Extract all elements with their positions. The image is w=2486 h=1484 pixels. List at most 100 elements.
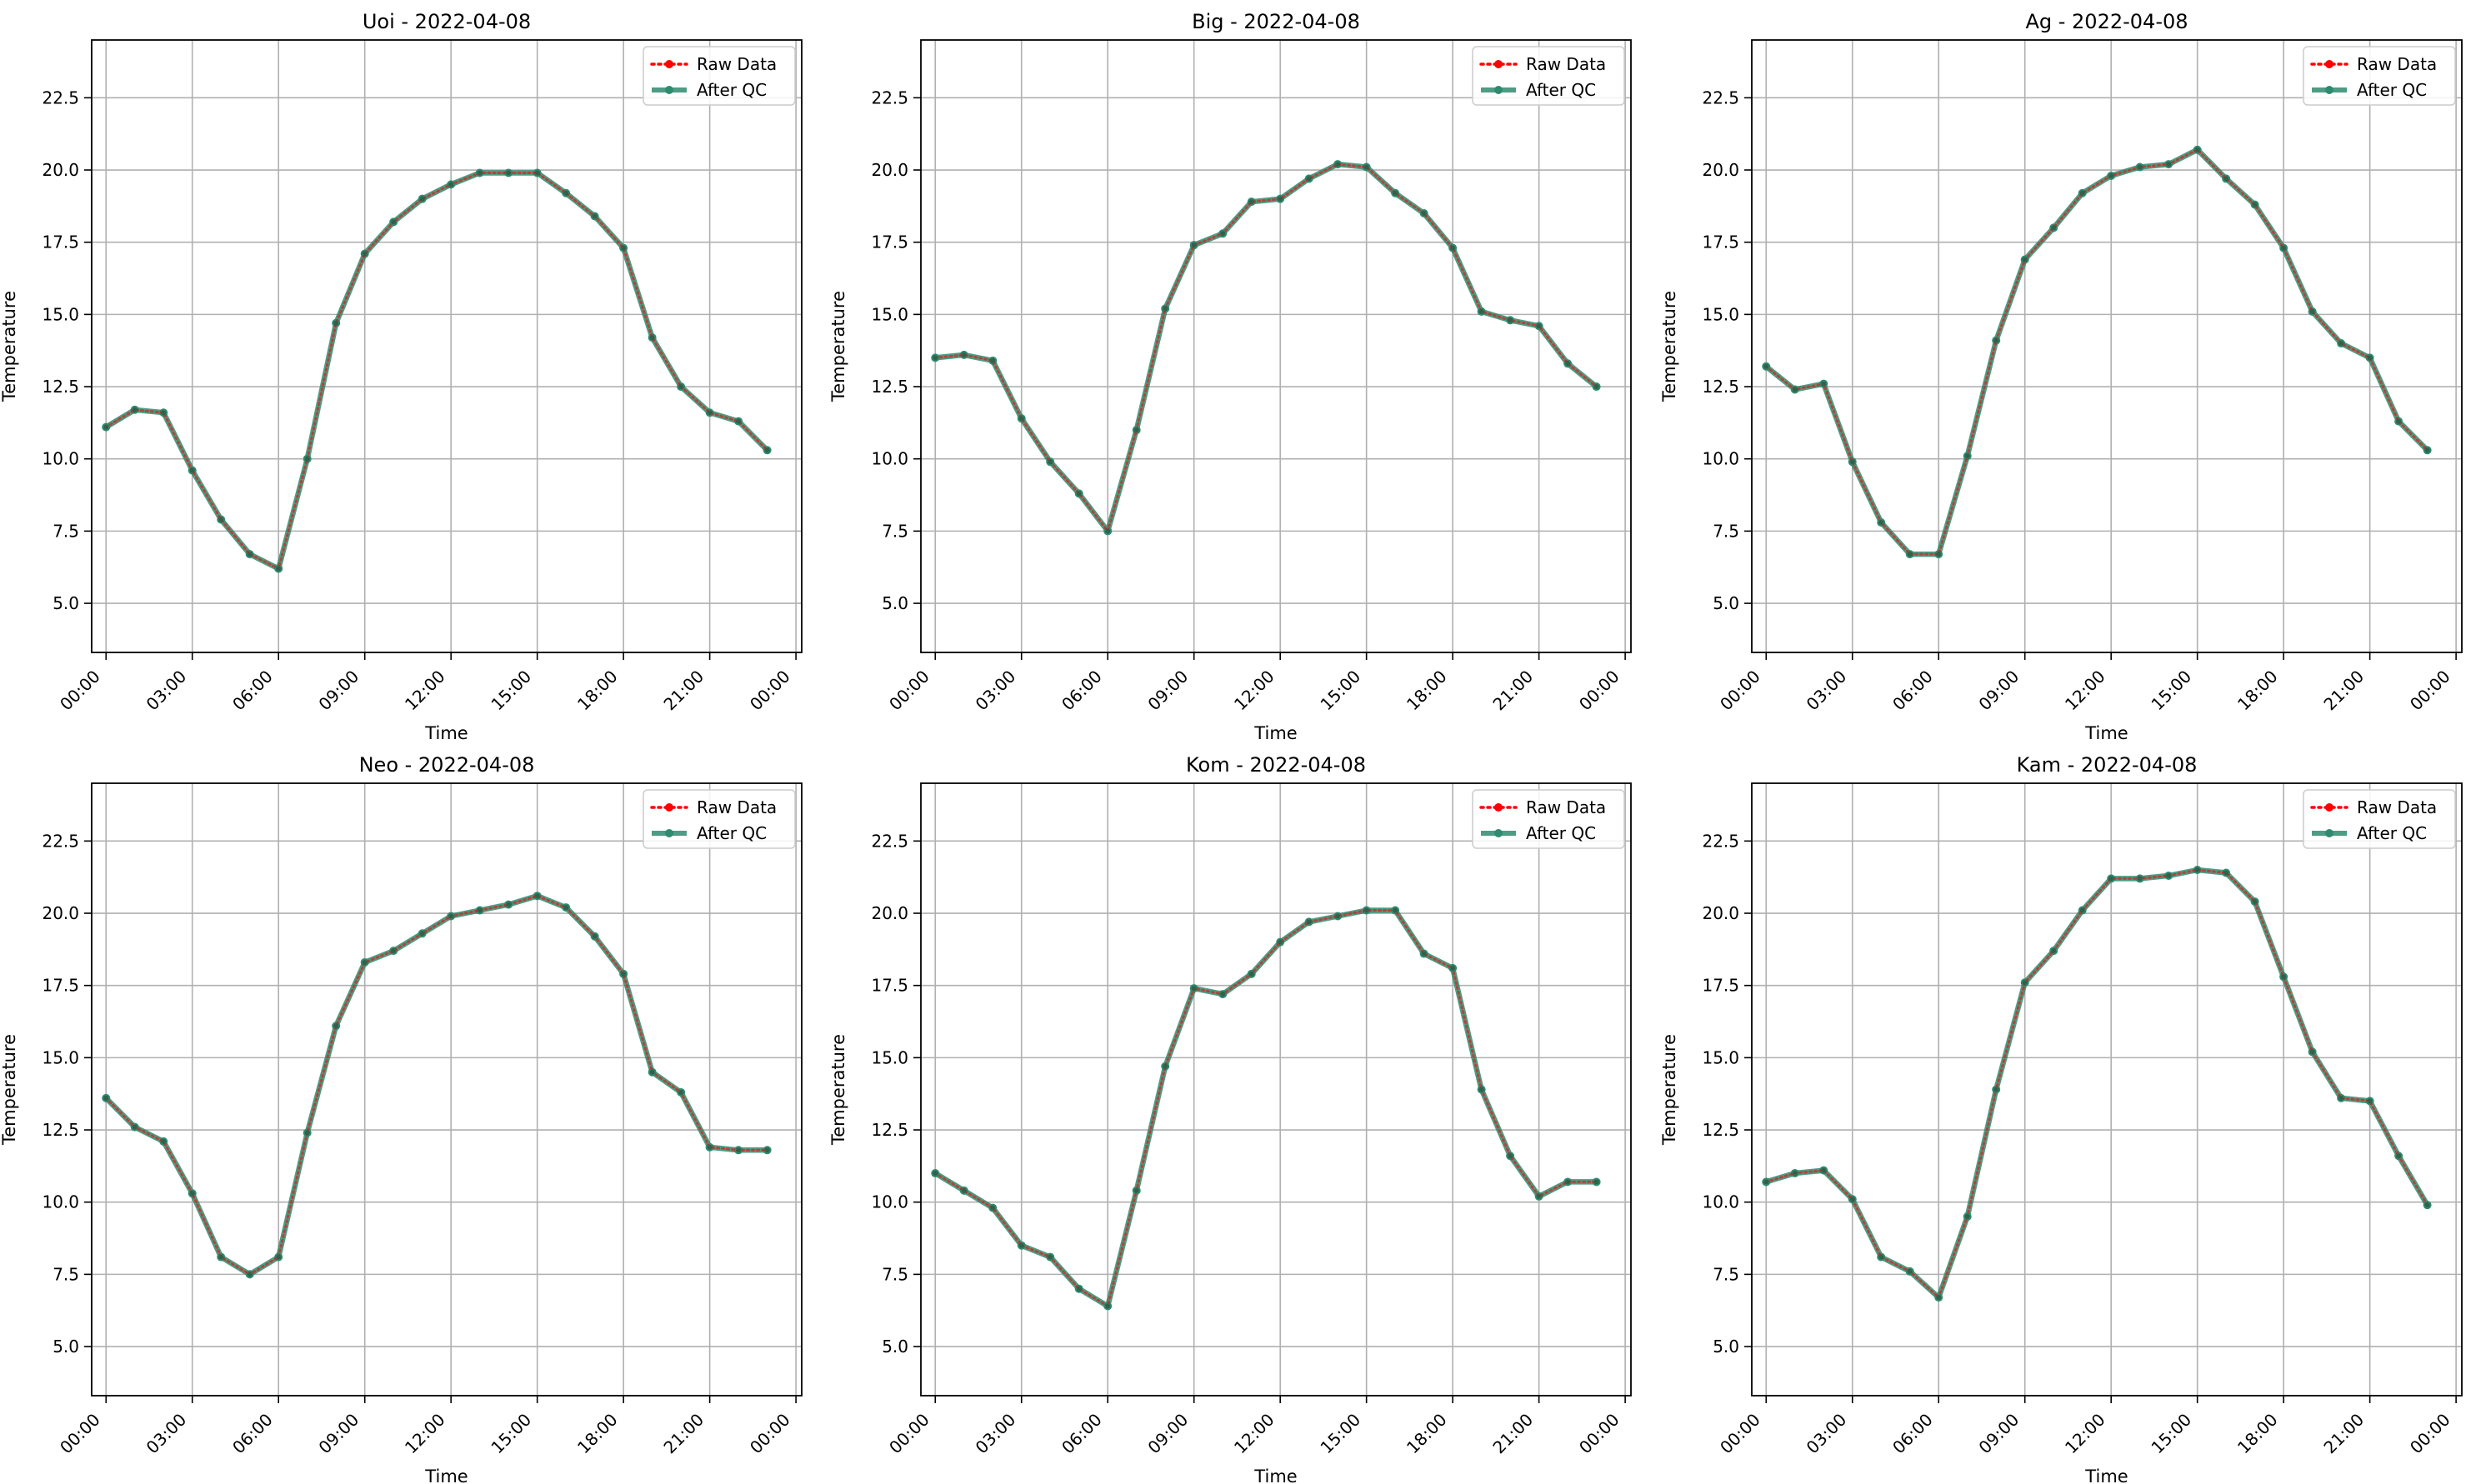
raw-data-point (132, 1124, 138, 1130)
subplot-title: Uoi - 2022-04-08 (363, 10, 531, 33)
x-tick-label: 21:00 (2319, 667, 2368, 715)
raw-data-point (161, 1138, 167, 1144)
raw-data-point (1936, 552, 1942, 557)
legend-raw-marker (2325, 803, 2333, 812)
legend: Raw Data After QC (2303, 789, 2456, 849)
subplot-title: Kom - 2022-04-08 (1186, 753, 1366, 777)
raw-data-point (1133, 427, 1139, 433)
raw-data-point (1018, 416, 1024, 422)
raw-data-point (1393, 907, 1398, 913)
raw-data-point (563, 190, 569, 196)
y-tick-label: 12.5 (1702, 377, 1739, 397)
x-tick-label: 21:00 (1488, 667, 1537, 715)
raw-data-point (1565, 361, 1571, 367)
x-tick-label: 21:00 (659, 1410, 708, 1458)
y-tick-label: 17.5 (1702, 976, 1739, 996)
legend-raw-label: Raw Data (1526, 54, 1606, 74)
raw-data-point (2108, 876, 2114, 882)
y-tick-label: 20.0 (1702, 160, 1739, 180)
raw-data-point (649, 335, 655, 341)
x-tick-label: 09:00 (1974, 667, 2023, 715)
raw-data-point (1363, 907, 1369, 913)
raw-data-point (247, 1272, 253, 1277)
raw-data-point (477, 907, 483, 913)
legend-raw-marker (665, 803, 673, 812)
raw-data-point (1849, 1197, 1855, 1202)
x-tick-label: 12:00 (401, 1410, 449, 1458)
legend: Raw Data After QC (1472, 46, 1625, 106)
raw-data-point (1220, 992, 1226, 997)
x-tick-label: 00:00 (2406, 1410, 2454, 1458)
raw-data-point (2194, 867, 2200, 873)
legend-raw-marker (1494, 803, 1503, 812)
x-tick-label: 03:00 (1803, 667, 1851, 715)
raw-data-point (276, 1254, 282, 1260)
y-tick-label: 17.5 (871, 232, 908, 252)
y-tick-label: 22.5 (871, 87, 908, 107)
raw-data-line (933, 162, 1598, 534)
x-tick-label: 18:00 (573, 1410, 622, 1458)
legend-raw-marker (1494, 60, 1503, 68)
raw-data-point (1936, 1295, 1942, 1301)
y-tick-label: 5.0 (1713, 1337, 1739, 1357)
raw-data-point (362, 959, 368, 965)
raw-data-point (592, 933, 598, 939)
y-tick-label: 15.0 (1702, 1047, 1739, 1067)
raw-data-point (2137, 876, 2143, 882)
raw-data-point (2424, 447, 2430, 453)
raw-data-point (1248, 971, 1254, 977)
raw-data-point (189, 1191, 195, 1197)
subplot-3: 00:00 03:00 06:00 09:00 12:00 15:00 18:00 21:00… (1659, 10, 2463, 743)
raw-data-point (990, 357, 996, 363)
y-axis-label: Temperature (828, 291, 848, 402)
raw-data-point (1133, 1187, 1139, 1193)
raw-data-point (1306, 176, 1312, 182)
y-tick-label: 22.5 (871, 831, 908, 851)
raw-data-point (764, 1147, 770, 1153)
raw-data-line (933, 909, 1598, 1308)
y-tick-label: 12.5 (871, 1120, 908, 1140)
legend-qc-marker (1494, 829, 1503, 837)
raw-data-point (1964, 453, 1970, 459)
legend-qc-label: After QC (697, 80, 767, 100)
raw-data-point (1508, 1153, 1513, 1159)
after-qc-line (934, 161, 1598, 534)
y-tick-label: 12.5 (1702, 1120, 1739, 1140)
x-axis-label: Time (1253, 723, 1297, 743)
plot-frame (920, 782, 1632, 1397)
after-qc-line (103, 892, 768, 1277)
y-axis-label: Temperature (0, 1034, 19, 1146)
x-tick-label: 12:00 (401, 667, 449, 715)
legend: Raw Data After QC (1472, 789, 1625, 849)
raw-data-point (1907, 552, 1913, 557)
y-tick-label: 7.5 (53, 521, 79, 541)
legend-qc-label: After QC (697, 823, 767, 843)
x-tick-label: 15:00 (2147, 1410, 2195, 1458)
raw-data-point (563, 905, 569, 911)
raw-data-point (2079, 190, 2085, 196)
raw-data-point (1363, 164, 1369, 170)
raw-data-line (104, 172, 769, 571)
x-tick-label: 00:00 (746, 1410, 794, 1458)
y-tick-label: 12.5 (871, 377, 908, 397)
raw-data-point (2194, 147, 2200, 152)
y-tick-label: 15.0 (42, 1047, 79, 1067)
raw-data-point (1393, 190, 1398, 196)
plot-frame (91, 39, 803, 653)
y-tick-label: 7.5 (1713, 521, 1739, 541)
raw-data-point (1565, 1179, 1571, 1185)
raw-data-point (1964, 1214, 1970, 1220)
raw-data-point (1105, 528, 1111, 534)
raw-data-point (448, 913, 454, 919)
x-tick-label: 06:00 (1888, 667, 1937, 715)
raw-data-point (132, 407, 138, 412)
raw-data-point (1306, 919, 1312, 925)
after-qc-line (104, 170, 769, 572)
raw-data-point (1849, 459, 1855, 465)
x-axis-label: Time (424, 1467, 468, 1484)
raw-data-point (961, 1187, 967, 1193)
x-tick-label: 00:00 (56, 667, 104, 715)
raw-data-point (2367, 1098, 2373, 1104)
x-tick-label: 21:00 (659, 667, 708, 715)
subplot-title: Ag - 2022-04-08 (2025, 10, 2188, 33)
